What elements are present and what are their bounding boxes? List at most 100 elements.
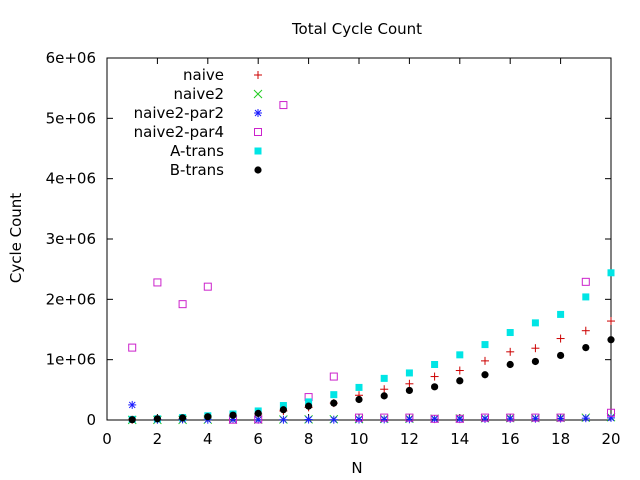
legend-label: naive [183,66,224,84]
y-axis-label: Cycle Count [7,193,25,283]
data-point [506,347,515,356]
data-point [405,413,414,422]
legend-marker [254,109,262,117]
data-point [581,277,590,286]
legend-label: naive2 [173,85,224,103]
data-point [607,413,615,422]
data-point [557,310,565,318]
data-point [607,408,615,417]
data-point [153,278,162,287]
x-tick-label: 20 [601,430,620,448]
data-point [481,371,489,379]
data-point [531,413,540,422]
x-axis-label: N [351,459,362,477]
x-tick-label: 8 [304,430,314,448]
data-point [481,341,489,349]
x-tick-label: 6 [253,430,263,448]
data-point [531,357,540,366]
x-tick-label: 10 [349,430,368,448]
data-point [581,414,590,423]
series-A-trans [128,269,615,423]
data-point [229,411,237,419]
data-point [481,414,489,423]
data-point [305,402,313,410]
data-point [557,351,565,360]
data-point [330,399,338,407]
legend-marker [254,166,262,174]
data-point [430,415,439,424]
data-point [279,406,287,414]
data-point [607,317,615,326]
data-point [128,343,137,352]
data-point [355,383,363,391]
data-point [355,395,363,404]
legend-marker [254,147,262,155]
legend-label: naive2-par4 [134,123,224,141]
y-tick-label: 4e+06 [46,170,96,188]
data-point [305,398,313,406]
legend-marker [253,89,263,99]
data-point [405,386,413,395]
x-tick-label: 14 [450,430,469,448]
data-point [304,415,313,424]
data-point [431,383,439,391]
axis-ticks: 0 2 4 6 8 10 12 14 16 18 20 0 1e+06 2e+06 3e+06 4e+06 5e… [46,49,621,448]
data-point [506,413,515,422]
data-point [405,415,414,424]
data-point [254,415,263,424]
data-point [279,415,288,424]
chart-title: Total Cycle Count [291,20,422,38]
data-point [481,413,489,422]
x-tick-label: 2 [153,430,163,448]
legend-label: A-trans [170,142,224,160]
data-point [405,379,414,388]
data-point [355,415,363,424]
legend-label: B-trans [170,161,224,179]
series-naive2 [127,412,616,425]
data-point [329,372,338,381]
data-point [329,415,338,424]
data-point [607,336,615,344]
x-tick-label: 16 [501,430,520,448]
legend-marker [254,71,262,79]
data-point [430,372,439,381]
data-point [531,319,539,327]
data-point [405,369,413,377]
data-point [456,377,464,385]
data-point [455,414,464,423]
data-point [380,392,388,400]
y-tick-label: 6e+06 [46,49,96,67]
data-point [178,300,187,309]
legend-label: naive2-par2 [134,104,224,122]
x-tick-label: 18 [551,430,570,448]
data-point [481,356,489,365]
series-B-trans [128,336,615,424]
series-naive [128,317,615,424]
data-marks [127,101,616,425]
data-point [153,415,161,423]
data-point [531,344,540,353]
data-point [203,282,212,291]
data-point [355,413,363,422]
data-point [456,351,464,359]
data-point [556,334,565,343]
data-point [179,414,187,422]
data-point [380,413,389,422]
data-point [204,413,212,421]
data-point [380,385,389,394]
data-point [330,391,338,399]
y-tick-label: 2e+06 [46,290,96,308]
data-point [607,269,615,277]
legend-marker [254,128,262,136]
y-tick-label: 0 [86,411,96,429]
data-point [582,293,590,301]
data-point [128,416,136,424]
data-point [380,374,388,382]
x-tick-label: 12 [400,430,419,448]
data-point [582,344,590,352]
y-tick-label: 5e+06 [46,109,96,127]
x-tick-label: 4 [203,430,213,448]
x-tick-label: 0 [102,430,112,448]
data-point [431,360,439,368]
